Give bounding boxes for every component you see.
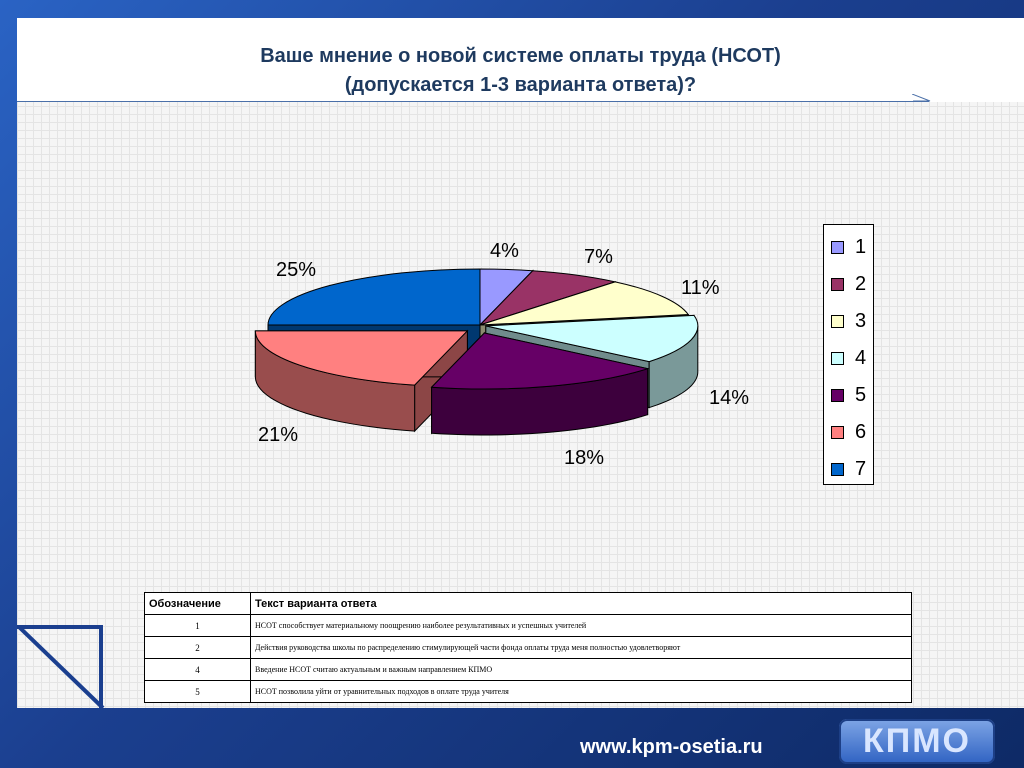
row-code: 2 <box>144 636 251 659</box>
corner-decoration <box>17 625 103 708</box>
legend-item-1: 1 <box>831 236 866 258</box>
title-arrow-icon <box>912 94 931 102</box>
row-text: Действия руководства школы по распределе… <box>250 636 912 659</box>
legend-swatch-icon <box>831 425 844 439</box>
pie-slice-5 <box>430 331 650 436</box>
value-label-3: 11% <box>681 277 720 299</box>
row-code: 4 <box>144 658 251 681</box>
title-line-2: (допускается 1-3 варианта ответа)? <box>344 74 697 96</box>
chart-legend: 1 2 3 4 5 6 7 <box>823 224 874 485</box>
header-text: Текст варианта ответа <box>250 592 912 615</box>
table-header-row: Обозначение Текст варианта ответа <box>144 592 912 615</box>
table-row: 2 Действия руководства школы по распреде… <box>144 636 912 659</box>
table-row: 5 НСОТ позволила уйти от уравнительных п… <box>144 680 912 703</box>
value-label-1: 4% <box>490 240 519 262</box>
row-code: 5 <box>144 680 251 703</box>
legend-label: 3 <box>855 309 867 332</box>
value-label-6: 21% <box>258 424 299 446</box>
legend-item-2: 2 <box>831 273 866 295</box>
corner-diagonal-icon <box>17 625 105 710</box>
slide-title: Ваше мнение о новой системе оплаты труда… <box>17 42 1024 100</box>
legend-swatch-icon <box>831 314 844 328</box>
legend-swatch-icon <box>831 277 844 291</box>
row-text: НСОТ способствует материальному поощрени… <box>250 614 912 637</box>
legend-label: 7 <box>855 457 867 480</box>
legend-item-4: 4 <box>831 347 866 369</box>
legend-item-3: 3 <box>831 310 866 332</box>
table-row: 1 НСОТ способствует материальному поощре… <box>144 614 912 637</box>
value-label-4: 14% <box>709 387 750 409</box>
title-line-1: Ваше мнение о новой системе оплаты труда… <box>260 45 781 67</box>
table-row: 4 Введение НСОТ считаю актуальным и важн… <box>144 658 912 681</box>
row-code: 1 <box>144 614 251 637</box>
answers-table: Обозначение Текст варианта ответа 1 НСОТ… <box>144 592 912 703</box>
legend-label: 4 <box>855 346 867 369</box>
value-label-7: 25% <box>276 259 317 281</box>
value-label-2: 7% <box>584 246 613 268</box>
row-text: НСОТ позволила уйти от уравнительных под… <box>250 680 912 703</box>
legend-swatch-icon <box>831 351 844 365</box>
footer-url-link[interactable]: www.kpm-osetia.ru <box>580 736 763 758</box>
legend-item-5: 5 <box>831 384 866 406</box>
legend-swatch-icon <box>831 462 844 476</box>
legend-label: 1 <box>855 235 867 258</box>
legend-label: 2 <box>855 272 867 295</box>
title-underline <box>17 101 929 102</box>
legend-swatch-icon <box>831 240 844 254</box>
legend-label: 6 <box>855 420 867 443</box>
value-label-5: 18% <box>564 447 605 469</box>
legend-label: 5 <box>855 383 867 406</box>
title-band <box>17 18 1024 102</box>
legend-item-6: 6 <box>831 421 866 443</box>
legend-item-7: 7 <box>831 458 866 480</box>
header-code: Обозначение <box>144 592 251 615</box>
legend-swatch-icon <box>831 388 844 402</box>
kpmo-logo: КПМО <box>839 719 995 764</box>
row-text: Введение НСОТ считаю актуальным и важным… <box>250 658 912 681</box>
